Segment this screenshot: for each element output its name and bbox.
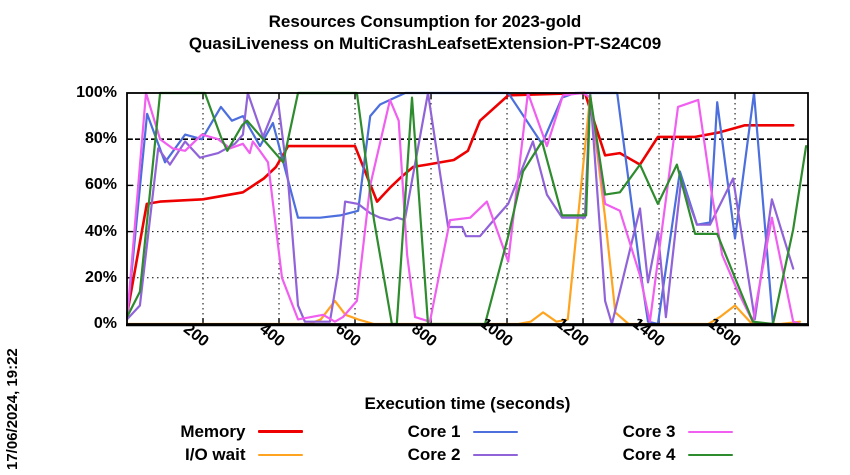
legend-item-core-2: Core 2 [333,443,518,466]
x-axis-label: Execution time (seconds) [364,394,571,413]
legend-item-core-1: Core 1 [333,420,518,443]
legend-line-swatch [687,430,733,433]
legend-item-memory: Memory [118,420,303,443]
y-tick-label: 100% [76,84,117,101]
chart-title-line2: QuasiLiveness on MultiCrashLeafsetExtens… [188,34,662,53]
y-tick-label: 60% [84,176,117,194]
legend-label: Memory [180,421,246,441]
series-line-core-2 [126,91,795,326]
legend-item-i-o-wait: I/O wait [118,443,303,466]
legend-line-swatch [257,430,303,433]
legend-label: Core 3 [622,421,676,441]
legend-label: Core 2 [407,444,461,464]
legend-line-swatch [257,453,303,456]
legend-line-swatch [472,453,518,456]
legend-label: Core 4 [622,444,676,464]
series-line-memory [126,91,795,317]
y-tick-label: 0% [93,315,117,332]
legend-label: Core 1 [407,421,461,441]
series-line-core-3 [126,91,802,326]
legend-item-core-3: Core 3 [548,420,733,443]
legend-line-swatch [687,453,733,456]
y-tick-label: 40% [84,222,117,240]
chart-legend: Memory I/O wait Core 1 Core 2 Core 3 Core 4 [0,420,850,466]
legend-item-core-4: Core 4 [548,443,733,466]
y-tick-label: 20% [84,268,117,286]
legend-label: I/O wait [185,444,246,464]
series-line-i-o-wait [126,94,802,326]
series-line-core-4 [126,91,808,326]
plot-border [126,92,809,325]
legend-line-swatch [472,430,518,433]
y-tick-label: 80% [84,130,117,148]
chart-title-line1: Resources Consumption for 2023-gold [268,12,582,31]
